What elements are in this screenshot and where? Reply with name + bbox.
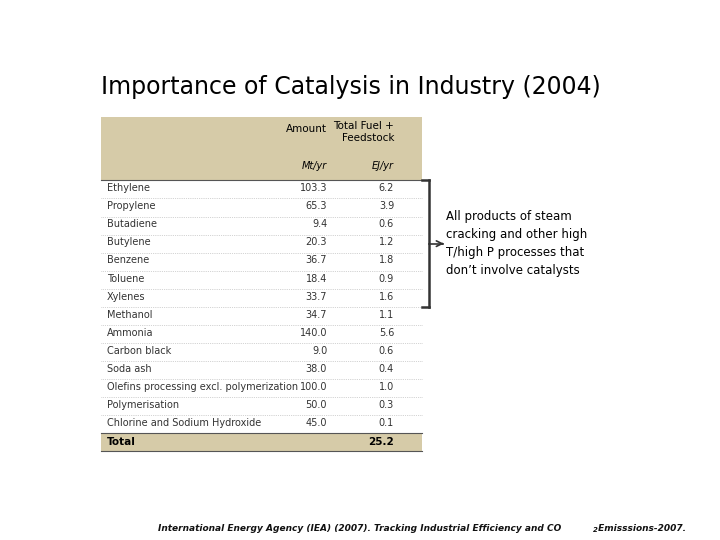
Text: Propylene: Propylene — [107, 201, 156, 211]
Text: 103.3: 103.3 — [300, 183, 327, 193]
Text: Toluene: Toluene — [107, 274, 144, 284]
Text: 1.2: 1.2 — [379, 238, 394, 247]
Text: 5.6: 5.6 — [379, 328, 394, 338]
Text: Butadiene: Butadiene — [107, 219, 157, 230]
Text: 1.0: 1.0 — [379, 382, 394, 392]
Text: 34.7: 34.7 — [306, 310, 327, 320]
Text: 0.6: 0.6 — [379, 346, 394, 356]
FancyBboxPatch shape — [101, 434, 422, 451]
Text: All products of steam
cracking and other high
T/high P processes that
don’t invo: All products of steam cracking and other… — [446, 210, 588, 277]
Text: Ammonia: Ammonia — [107, 328, 153, 338]
FancyBboxPatch shape — [101, 117, 422, 180]
Text: International Energy Agency (IEA) (2007). Tracking Industrial Efficiency and CO: International Energy Agency (IEA) (2007)… — [158, 524, 562, 532]
Text: Importance of Catalysis in Industry (2004): Importance of Catalysis in Industry (200… — [101, 75, 601, 99]
Text: 65.3: 65.3 — [306, 201, 327, 211]
Text: 100.0: 100.0 — [300, 382, 327, 392]
Text: Carbon black: Carbon black — [107, 346, 171, 356]
Text: 0.6: 0.6 — [379, 219, 394, 230]
Text: 36.7: 36.7 — [306, 255, 327, 266]
Text: EJ/yr: EJ/yr — [372, 161, 394, 171]
Text: Olefins processing excl. polymerization: Olefins processing excl. polymerization — [107, 382, 298, 392]
Text: 0.3: 0.3 — [379, 400, 394, 410]
Text: 50.0: 50.0 — [306, 400, 327, 410]
Text: 9.0: 9.0 — [312, 346, 327, 356]
Text: 0.1: 0.1 — [379, 418, 394, 428]
Text: 1.1: 1.1 — [379, 310, 394, 320]
Text: 0.4: 0.4 — [379, 364, 394, 374]
Text: 38.0: 38.0 — [306, 364, 327, 374]
Text: 25.2: 25.2 — [369, 437, 394, 448]
Text: 0.9: 0.9 — [379, 274, 394, 284]
Text: 18.4: 18.4 — [306, 274, 327, 284]
Text: Polymerisation: Polymerisation — [107, 400, 179, 410]
Text: Emisssions-2007.: Emisssions-2007. — [595, 524, 686, 532]
Text: Methanol: Methanol — [107, 310, 152, 320]
Text: Xylenes: Xylenes — [107, 292, 145, 302]
Text: Amount: Amount — [286, 124, 327, 134]
Text: 1.6: 1.6 — [379, 292, 394, 302]
Text: Benzene: Benzene — [107, 255, 149, 266]
Text: Total Fuel +
Feedstock: Total Fuel + Feedstock — [333, 121, 394, 143]
Text: 9.4: 9.4 — [312, 219, 327, 230]
Text: Chlorine and Sodium Hydroxide: Chlorine and Sodium Hydroxide — [107, 418, 261, 428]
Text: Ethylene: Ethylene — [107, 183, 150, 193]
Text: Soda ash: Soda ash — [107, 364, 151, 374]
Text: 20.3: 20.3 — [306, 238, 327, 247]
Text: Butylene: Butylene — [107, 238, 150, 247]
Text: 6.2: 6.2 — [379, 183, 394, 193]
Text: 45.0: 45.0 — [306, 418, 327, 428]
Text: 3.9: 3.9 — [379, 201, 394, 211]
Text: 1.8: 1.8 — [379, 255, 394, 266]
Text: Mt/yr: Mt/yr — [302, 161, 327, 171]
Text: Total: Total — [107, 437, 135, 448]
Text: 140.0: 140.0 — [300, 328, 327, 338]
Text: 33.7: 33.7 — [306, 292, 327, 302]
Text: 2: 2 — [593, 526, 598, 533]
